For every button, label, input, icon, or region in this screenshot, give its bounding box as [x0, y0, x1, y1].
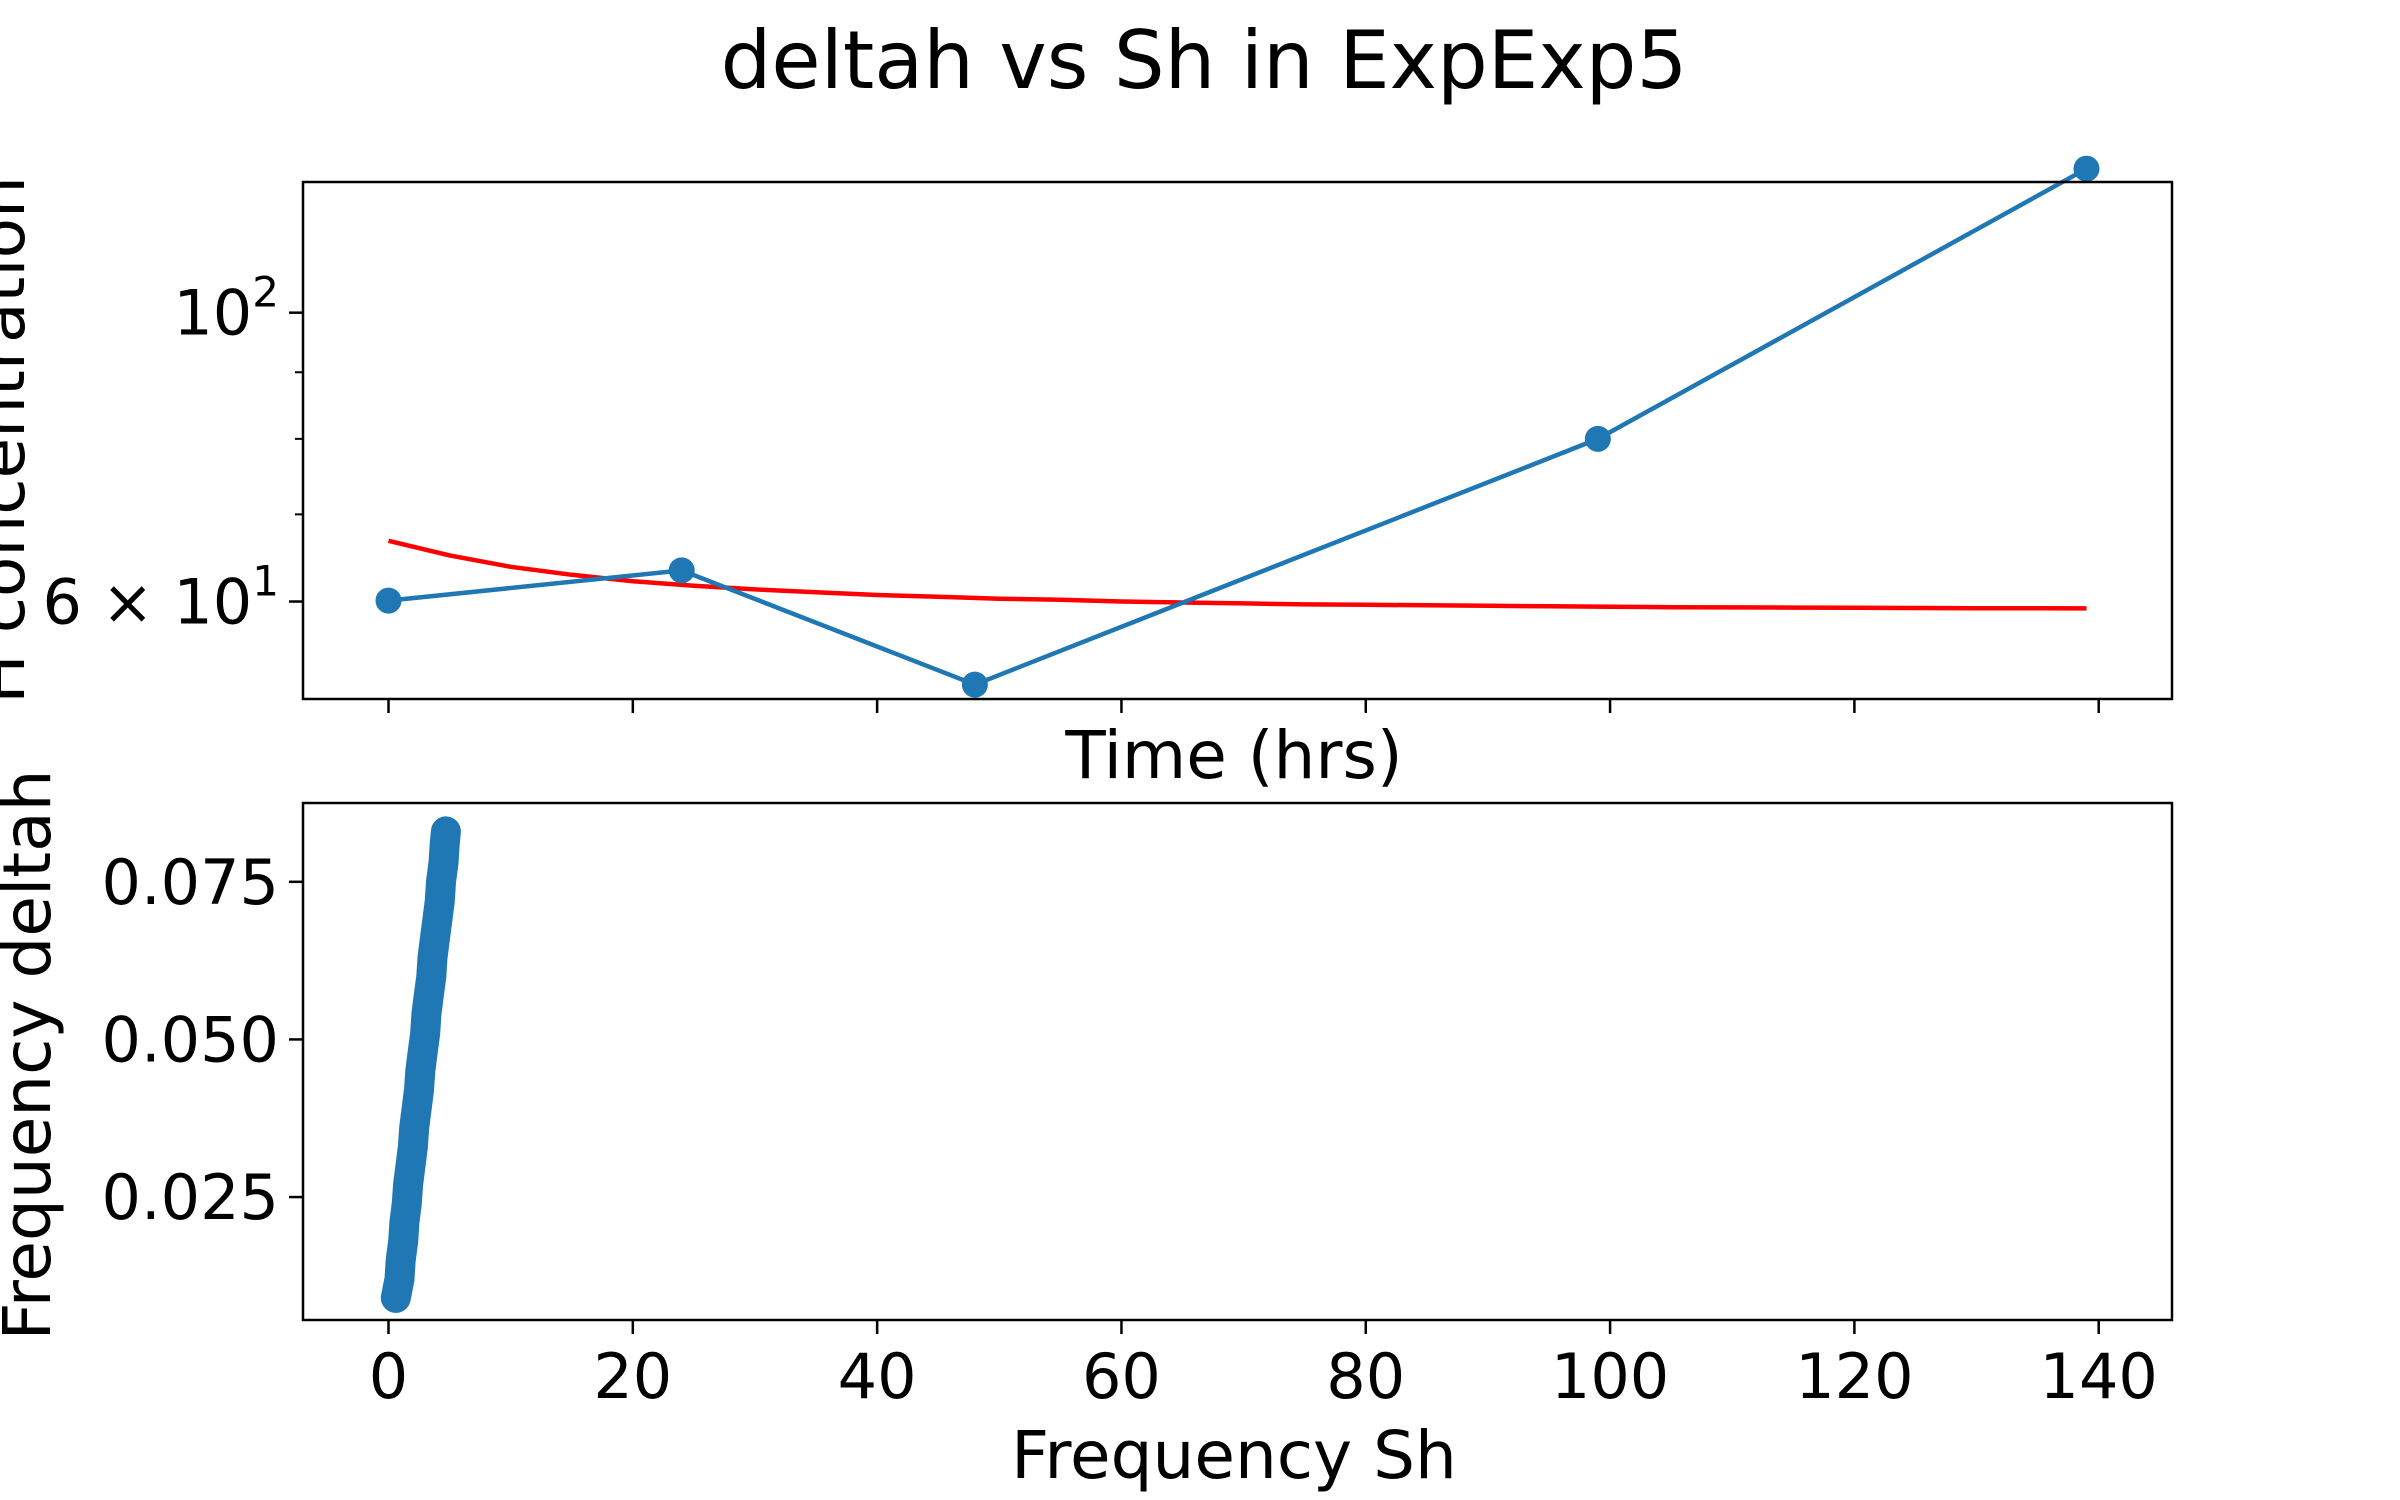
- bottom-scatter-point: [426, 887, 453, 914]
- bottom-y-tick-label: 0.075: [102, 846, 280, 919]
- top-y-ticks: 102 6 × 101: [43, 268, 303, 639]
- bottom-x-tick-label: 100: [1551, 1340, 1669, 1413]
- bottom-x-axis-label: Frequency Sh: [1011, 1417, 1457, 1494]
- bottom-x-tick-label: 40: [838, 1340, 917, 1413]
- bottom-scatter-point: [393, 1190, 420, 1217]
- bottom-x-tick-label: 60: [1082, 1340, 1161, 1413]
- top-y-tick-label: 102: [173, 268, 279, 350]
- bottom-scatter-point: [390, 1228, 417, 1255]
- bottom-scatter-point: [401, 1114, 428, 1141]
- bottom-scatter-point: [399, 1133, 426, 1160]
- bottom-scatter-point: [395, 1171, 422, 1198]
- top-plot-frame: [301, 180, 2174, 701]
- bottom-scatter-point: [386, 1266, 413, 1293]
- bottom-y-axis-label: Frequency deltah: [0, 770, 66, 1341]
- bottom-plot-frame: [301, 801, 2174, 1322]
- bottom-y-ticks: 0.025 0.050 0.075: [102, 846, 303, 1234]
- bottom-y-tick-label: 0.025: [102, 1161, 280, 1234]
- top-data-point: [961, 671, 988, 698]
- bottom-x-tick-label: 140: [2040, 1340, 2158, 1413]
- top-data-point: [668, 557, 695, 584]
- top-fit-layer: [387, 538, 2087, 611]
- bottom-scatter-point: [397, 1152, 424, 1179]
- bottom-scatter-point: [409, 1039, 436, 1066]
- bottom-scatter-point: [430, 849, 457, 876]
- top-chart: 102 6 × 101 Time (hrs) H concentration: [0, 155, 2174, 794]
- top-data-point: [1584, 425, 1611, 452]
- bottom-scatter-point: [415, 982, 442, 1009]
- bottom-scatter-point: [428, 868, 455, 895]
- top-x-axis-label: Time (hrs): [1064, 717, 1402, 794]
- bottom-series-layer: [380, 816, 461, 1313]
- top-y-axis-label: H concentration: [0, 176, 40, 704]
- top-series-layer: [375, 155, 2100, 698]
- top-fit-line: [387, 538, 2087, 611]
- bottom-scatter-point: [413, 1001, 440, 1028]
- figure-title: deltah vs Sh in ExpExp5: [721, 14, 1688, 107]
- bottom-x-ticks: 0 20 40 60 80 100 120 140: [369, 1320, 2158, 1413]
- bottom-scatter-point: [419, 944, 446, 971]
- bottom-scatter-point: [406, 1076, 433, 1103]
- bottom-x-tick-label: 80: [1326, 1340, 1405, 1413]
- bottom-scatter-point: [403, 1095, 430, 1122]
- bottom-scatter-point: [391, 1209, 418, 1236]
- top-x-ticks: [387, 699, 2100, 713]
- bottom-scatter-point: [407, 1057, 434, 1084]
- bottom-x-tick-label: 0: [369, 1340, 408, 1413]
- bottom-scatter-point: [421, 925, 448, 952]
- bottom-scatter-point: [432, 818, 459, 845]
- top-y-tick-label: 6 × 101: [43, 557, 279, 639]
- bottom-scatter-point: [387, 1247, 414, 1274]
- bottom-x-tick-label: 20: [593, 1340, 672, 1413]
- top-data-point: [375, 587, 402, 614]
- bottom-x-tick-label: 120: [1795, 1340, 1913, 1413]
- bottom-chart: 0 20 40 60 80 100 120 140 0.025 0.050 0.075 Frequ…: [0, 770, 2174, 1494]
- bottom-scatter-point: [418, 963, 445, 990]
- bottom-y-tick-label: 0.050: [102, 1003, 280, 1076]
- bottom-scatter-point: [412, 1020, 439, 1047]
- top-data-point: [2073, 155, 2100, 182]
- bottom-scatter-point: [424, 906, 451, 933]
